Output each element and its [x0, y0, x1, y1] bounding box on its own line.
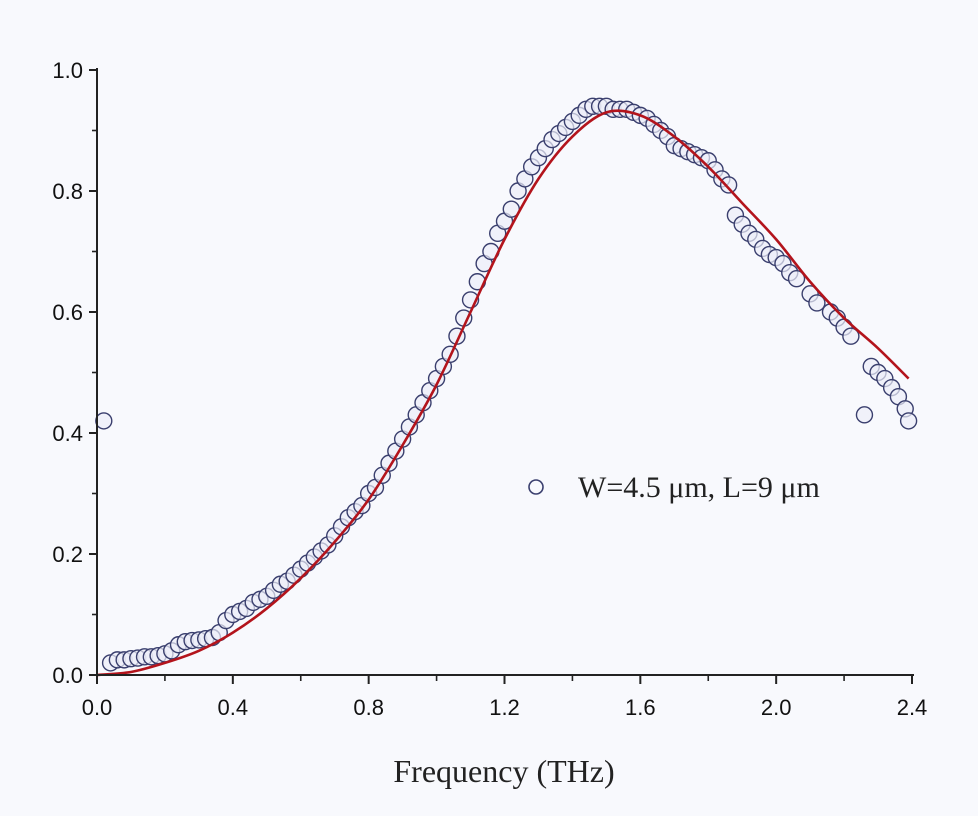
plot-marks: [95, 97, 918, 677]
y-tick-label: 0.2: [52, 542, 83, 567]
y-tick-label: 0.0: [52, 663, 83, 688]
x-tick-label: 1.2: [489, 695, 520, 720]
legend-marker-circle: [528, 479, 544, 495]
data-point: [899, 412, 918, 430]
legend: W=4.5 μm, L=9 μm: [528, 471, 820, 504]
data-point: [787, 270, 806, 288]
legend-label: W=4.5 μm, L=9 μm: [578, 471, 820, 504]
data-point: [855, 406, 874, 424]
x-tick-label: 2.0: [761, 695, 792, 720]
data-point: [842, 327, 860, 345]
x-tick-label: 0.0: [82, 695, 113, 720]
x-tick-label: 1.6: [625, 695, 656, 720]
x-tick-label: 0.4: [218, 695, 249, 720]
x-tick-label: 0.8: [353, 695, 384, 720]
y-tick-label: 0.6: [52, 300, 83, 325]
y-tick-label: 0.8: [52, 179, 83, 204]
x-axis-label: Frequency (THz): [393, 753, 614, 789]
y-tick-label: 0.4: [52, 421, 83, 446]
data-point: [808, 294, 826, 312]
x-tick-label: 2.4: [897, 695, 928, 720]
axes: 0.0 0.4 0.8 1.2 1.6 2.0 2.4 0.0 0.2 0.4 0.6 0.8 1.0: [52, 58, 927, 720]
data-point: [719, 176, 738, 194]
data-point: [95, 412, 113, 430]
y-tick-label: 1.0: [52, 58, 83, 83]
fit-curve: [96, 109, 910, 677]
